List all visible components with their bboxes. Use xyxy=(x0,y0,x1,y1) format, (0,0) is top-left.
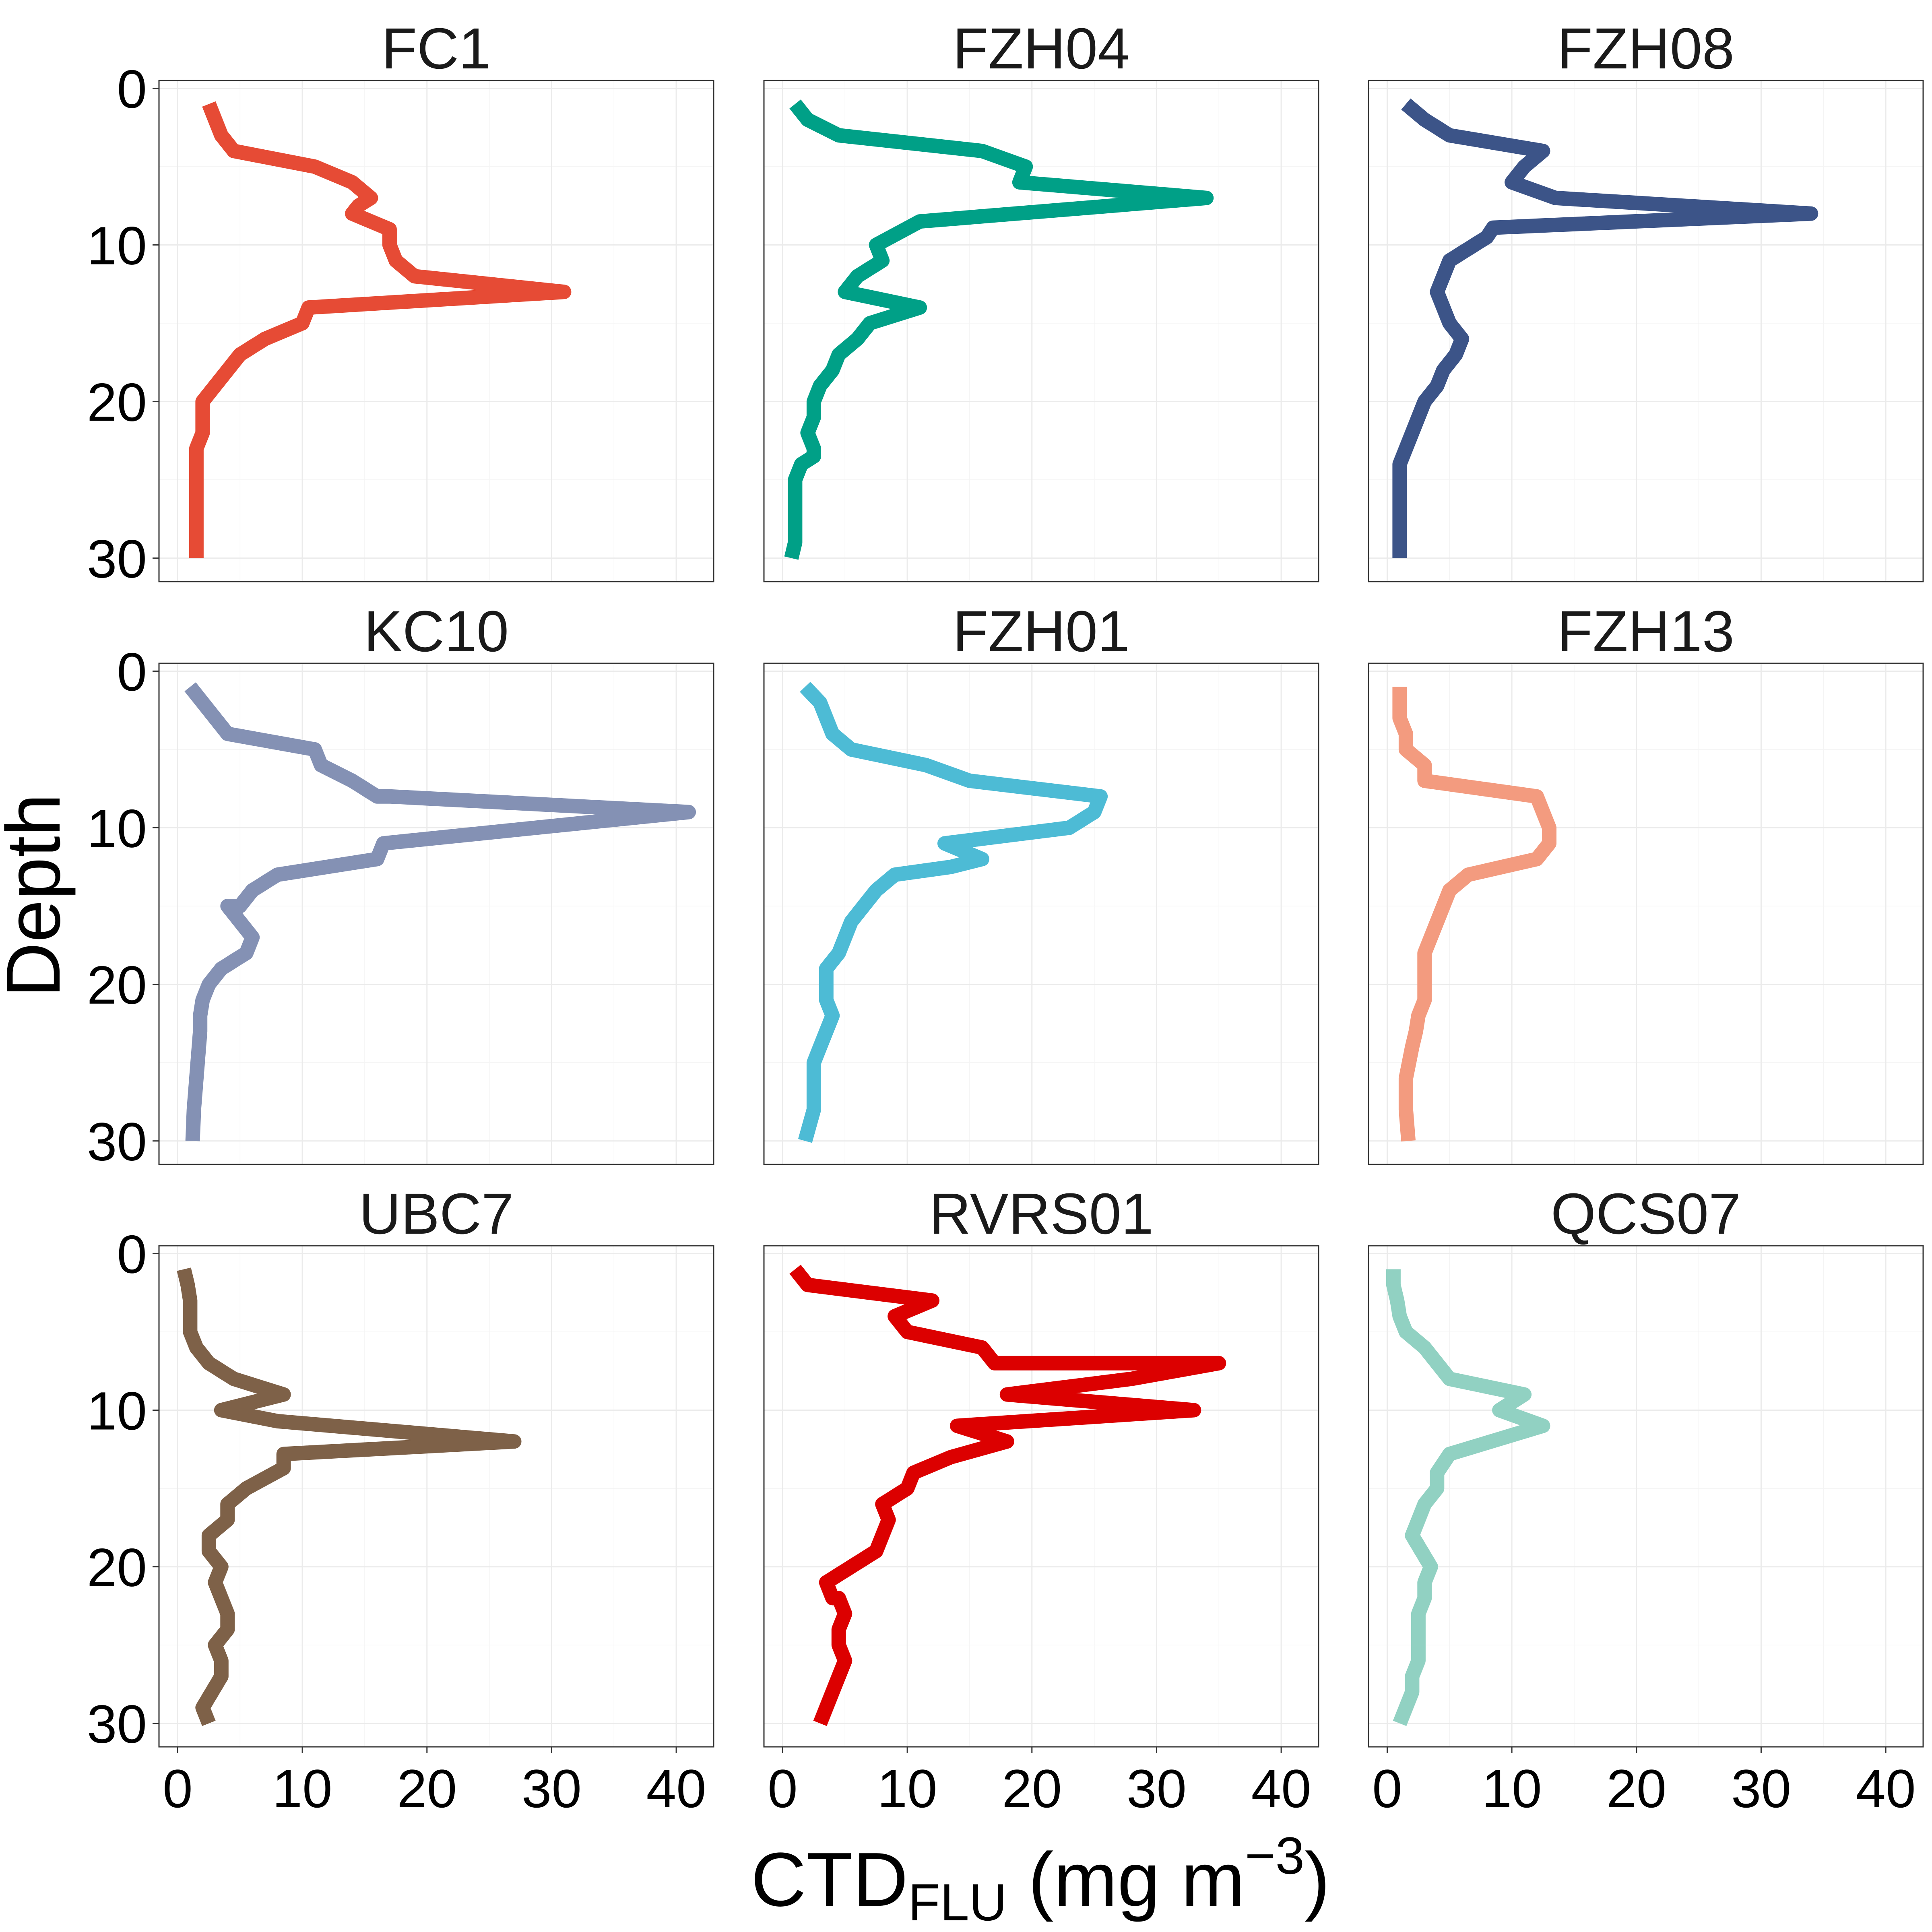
x-tick-label: 40 xyxy=(1251,1759,1311,1819)
profile-line-fc1 xyxy=(189,101,572,558)
panel-fzh04: FZH04 xyxy=(763,16,1319,582)
y-tick-label: 20 xyxy=(87,1538,147,1598)
profile-line-kc10 xyxy=(184,682,696,1141)
profile-line-rvrs01 xyxy=(789,1265,1226,1726)
panel-rvrs01: RVRS01 0 10 20 30 40 xyxy=(763,1181,1319,1819)
panel-frame xyxy=(158,663,714,1165)
panel-qcs07: QCS07 0 10 20 30 40 xyxy=(1368,1181,1924,1819)
panel-frame xyxy=(158,80,714,582)
x-axis-title-superscript: −3 xyxy=(1245,1826,1305,1885)
panel-fzh13: FZH13 xyxy=(1368,599,1924,1165)
panel-frame xyxy=(763,663,1319,1165)
x-axis-title-main: CTD xyxy=(751,1837,908,1922)
panel-frame xyxy=(1368,80,1924,582)
panel-frame xyxy=(158,1245,714,1748)
panel-fzh01: FZH01 xyxy=(763,599,1319,1165)
y-tick-label: 20 xyxy=(87,956,147,1016)
y-tick-label: 10 xyxy=(87,1381,147,1441)
x-tick-label: 10 xyxy=(1482,1759,1542,1819)
y-tick-label: 0 xyxy=(117,59,147,119)
profile-line-fzh01 xyxy=(798,681,1108,1143)
x-axis-title-subscript: FLU xyxy=(908,1873,1007,1932)
x-tick-label: 20 xyxy=(397,1759,457,1819)
panel-kc10: KC10 0 10 20 30 xyxy=(87,599,714,1172)
x-tick-label: 30 xyxy=(522,1759,582,1819)
panel-frame xyxy=(763,80,1319,582)
x-tick-label: 30 xyxy=(1127,1759,1187,1819)
y-tick-label: 0 xyxy=(117,1224,147,1284)
x-tick-label: 10 xyxy=(877,1759,937,1819)
x-tick-label: 20 xyxy=(1002,1759,1062,1819)
panel-title: RVRS01 xyxy=(929,1181,1154,1246)
y-tick-label: 10 xyxy=(87,216,147,276)
panel-title: FZH13 xyxy=(1557,599,1734,664)
y-tick-label: 10 xyxy=(87,799,147,859)
panel-title: UBC7 xyxy=(359,1181,514,1246)
x-tick-label: 40 xyxy=(1856,1759,1916,1819)
panel-fc1: FC1 0 10 20 30 xyxy=(87,16,714,589)
x-tick-label: 0 xyxy=(1372,1759,1402,1819)
panel-frame xyxy=(763,1245,1319,1748)
profile-line-qcs07 xyxy=(1386,1269,1550,1726)
y-axis-title: Depth xyxy=(0,793,76,997)
panel-title: FZH01 xyxy=(953,599,1130,664)
y-tick-label: 30 xyxy=(87,529,147,589)
x-axis-title: CTDFLU (mg m−3) xyxy=(751,1826,1330,1932)
profile-line-ubc7 xyxy=(177,1267,522,1726)
panel-title: FC1 xyxy=(382,16,491,81)
x-tick-label: 30 xyxy=(1731,1759,1791,1819)
x-axis-title-unit-close: ) xyxy=(1305,1837,1330,1922)
profile-line-fzh08 xyxy=(1392,98,1818,558)
panel-title: FZH04 xyxy=(953,16,1130,81)
x-tick-label: 0 xyxy=(163,1759,193,1819)
x-tick-label: 10 xyxy=(272,1759,332,1819)
y-tick-label: 30 xyxy=(87,1112,147,1172)
panel-title: KC10 xyxy=(364,599,509,664)
y-tick-label: 30 xyxy=(87,1695,147,1754)
y-tick-label: 0 xyxy=(117,642,147,702)
x-tick-label: 20 xyxy=(1606,1759,1666,1819)
panels-layer: FC1 0 10 20 30 FZH04 FZH08 KC10 0 10 20 30 FZH01 FZH1… xyxy=(87,16,1924,1819)
x-axis-title-unit: (mg m xyxy=(1007,1837,1245,1922)
profile-line-fzh13 xyxy=(1392,687,1556,1142)
panel-frame xyxy=(1368,663,1924,1165)
x-tick-label: 0 xyxy=(768,1759,798,1819)
profile-line-fzh04 xyxy=(784,99,1214,560)
y-tick-label: 20 xyxy=(87,373,147,433)
panel-ubc7: UBC7 0 10 20 30 0 10 20 30 40 xyxy=(87,1181,714,1819)
panel-frame xyxy=(1368,1245,1924,1748)
panel-title: FZH08 xyxy=(1557,16,1734,81)
x-tick-label: 40 xyxy=(646,1759,706,1819)
panel-title: QCS07 xyxy=(1551,1181,1741,1246)
panel-fzh08: FZH08 xyxy=(1368,16,1924,582)
